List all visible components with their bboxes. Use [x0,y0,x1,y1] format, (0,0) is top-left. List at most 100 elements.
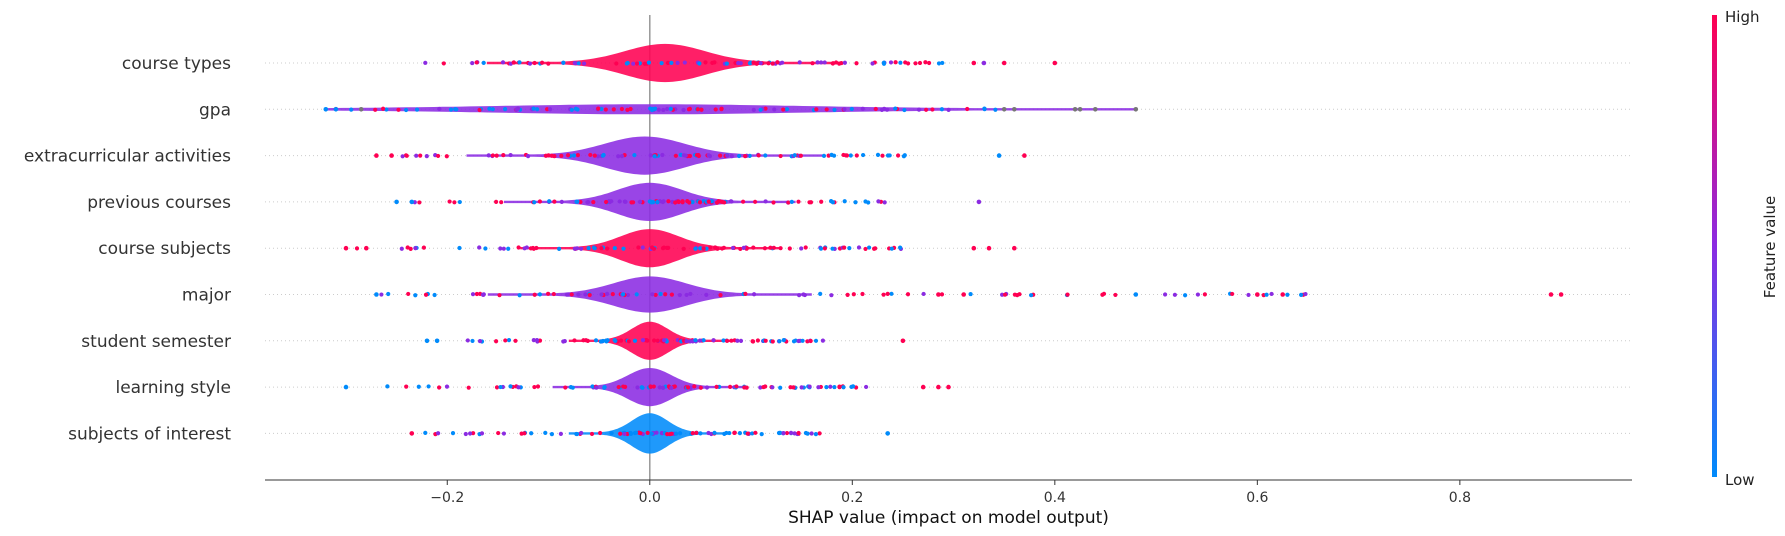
x-tick-label: 0.4 [1044,490,1066,506]
shap-point [666,60,671,65]
violin-major [487,276,812,313]
shap-point [450,430,456,436]
shap-point [632,153,637,158]
shap-point [902,153,907,158]
shap-point [418,153,423,158]
shap-point [498,384,503,390]
shap-outlier-point [986,245,992,251]
shap-point [635,385,640,390]
shap-point [763,106,768,111]
shap-point [743,154,748,159]
shap-point [781,430,786,436]
shap-point [599,106,604,112]
shap-point [771,200,776,205]
shap-point [424,154,429,159]
shap-point [477,107,482,113]
shap-point [1000,292,1005,297]
shap-point [413,246,418,251]
shap-point [571,153,577,158]
shap-point [747,153,752,158]
shap-point [373,107,378,112]
shap-point [494,385,500,390]
shap-point [1002,292,1008,297]
shap-point [592,246,597,251]
shap-point [659,430,665,436]
shap-point [830,246,835,251]
shap-point [452,200,457,205]
shap-point [653,292,658,298]
shap-point [413,293,418,298]
shap-point [820,338,826,343]
shap-point [851,292,856,297]
shap-point [873,246,878,251]
shap-point [436,153,441,159]
shap-point [494,339,499,344]
x-axis-title: SHAP value (impact on model output) [788,508,1109,528]
shap-point [809,431,814,436]
shap-point [682,60,687,65]
shap-point [690,430,695,436]
shap-point [776,430,782,436]
shap-point [516,245,521,250]
shap-point [881,292,886,297]
shap-point [612,245,617,251]
shap-point [517,293,522,298]
shap-point [593,338,599,343]
shap-point [611,107,616,112]
feature-label-learning-style: learning style [115,378,231,398]
shap-point [534,337,540,343]
shap-point [516,385,521,390]
shap-point [685,385,691,390]
shap-point [815,60,820,65]
shap-point [698,385,703,390]
shap-outlier-point [409,431,415,436]
colorbar-title: Feature value [1761,196,1779,298]
shap-point [693,338,698,343]
shap-outlier-point [1072,107,1078,112]
shap-point [500,60,506,65]
shap-point [599,246,604,251]
shap-point [738,246,743,252]
shap-point [758,61,763,66]
shap-point [1303,291,1308,297]
shap-point [888,60,894,65]
shap-point [649,107,655,113]
shap-point [696,153,701,159]
shap-point [404,107,409,113]
shap-point [603,107,608,112]
shap-point [537,292,543,297]
shap-point [721,338,726,343]
shap-point [936,61,942,66]
shap-point [585,200,590,205]
shap-point [659,61,664,66]
shap-outlier-point [343,384,349,390]
shap-point [494,153,499,158]
shap-outlier-point [1012,245,1017,251]
shap-point [893,106,898,111]
violin-course-types [486,43,844,83]
shap-point [1285,292,1290,297]
shap-point [837,385,842,390]
shap-point [752,292,757,297]
shap-point [546,291,551,296]
shap-outlier-point [1052,60,1058,66]
shap-point [778,246,783,251]
shap-point [658,291,663,297]
shap-point [481,60,486,65]
shap-point [743,291,748,296]
feature-label-course-subjects: course subjects [98,239,231,259]
shap-point [924,107,929,112]
shap-point [861,152,866,158]
shap-point [404,153,409,158]
shap-point [669,431,674,436]
shap-point [384,107,389,112]
shap-point [349,107,354,112]
shap-point [1183,293,1188,298]
shap-point [549,431,555,437]
shap-point [692,384,697,389]
shap-point [718,199,723,204]
shap-point [592,153,597,158]
shap-outlier-point [1001,107,1007,112]
shap-point [939,292,945,297]
shap-point [470,60,475,66]
